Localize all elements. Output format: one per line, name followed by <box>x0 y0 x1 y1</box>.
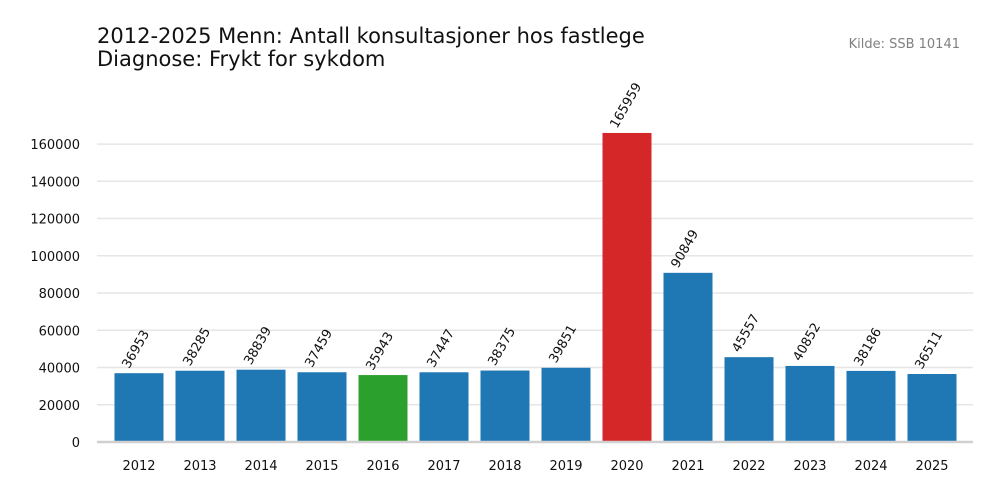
data-label: 90849 <box>668 228 702 271</box>
x-tick-label: 2016 <box>366 459 399 474</box>
data-label: 38186 <box>851 326 885 369</box>
chart-title-line-1: 2012-2025 Menn: Antall konsultasjoner ho… <box>97 24 645 48</box>
y-tick-label: 120000 <box>30 213 80 228</box>
x-tick-label: 2022 <box>732 459 765 474</box>
x-tick-label: 2021 <box>671 459 704 474</box>
x-tick-label: 2019 <box>549 459 582 474</box>
bar-2013 <box>175 370 225 442</box>
x-tick-label: 2018 <box>488 459 521 474</box>
y-tick-label: 160000 <box>30 138 80 153</box>
x-tick-label: 2024 <box>854 459 887 474</box>
x-tick-label: 2025 <box>915 459 948 474</box>
bar-2015 <box>297 372 347 442</box>
data-label: 40852 <box>790 321 824 364</box>
data-label: 35943 <box>363 330 397 373</box>
x-tick-label: 2020 <box>610 459 643 474</box>
data-label: 37459 <box>302 327 336 370</box>
bar-2022 <box>724 357 774 442</box>
bar-2021 <box>663 272 713 442</box>
chart-title-line-2: Diagnose: Frykt for sykdom <box>97 47 386 71</box>
y-tick-label: 0 <box>72 436 80 451</box>
data-label: 37447 <box>424 327 458 370</box>
y-tick-label: 80000 <box>39 287 80 302</box>
bar-2025 <box>907 374 957 442</box>
data-label: 36511 <box>912 329 946 372</box>
bar-2014 <box>236 369 286 442</box>
x-tick-label: 2012 <box>122 459 155 474</box>
x-tick-label: 2017 <box>427 459 460 474</box>
bar-2019 <box>541 367 591 442</box>
bar-2020 <box>602 132 652 442</box>
data-label: 38375 <box>485 325 519 368</box>
bar-2016 <box>358 375 408 442</box>
x-tick-label: 2013 <box>183 459 216 474</box>
bar-2017 <box>419 372 469 442</box>
x-tick-label: 2014 <box>244 459 277 474</box>
data-label: 165959 <box>607 80 645 130</box>
x-tick-label: 2023 <box>793 459 826 474</box>
data-label: 39851 <box>546 322 580 365</box>
y-tick-label: 100000 <box>30 250 80 265</box>
x-tick-label: 2015 <box>305 459 338 474</box>
y-tick-label: 40000 <box>39 362 80 377</box>
y-tick-label: 20000 <box>39 399 80 414</box>
y-tick-label: 140000 <box>30 175 80 190</box>
y-tick-label: 60000 <box>39 324 80 339</box>
bar-2024 <box>846 370 896 442</box>
data-label: 38285 <box>180 325 214 368</box>
data-label: 45557 <box>729 312 763 355</box>
source-label: Kilde: SSB 10141 <box>848 37 960 52</box>
data-label: 36953 <box>119 328 153 371</box>
bar-2018 <box>480 370 530 442</box>
bar-2023 <box>785 365 835 442</box>
bar-2012 <box>114 373 164 442</box>
